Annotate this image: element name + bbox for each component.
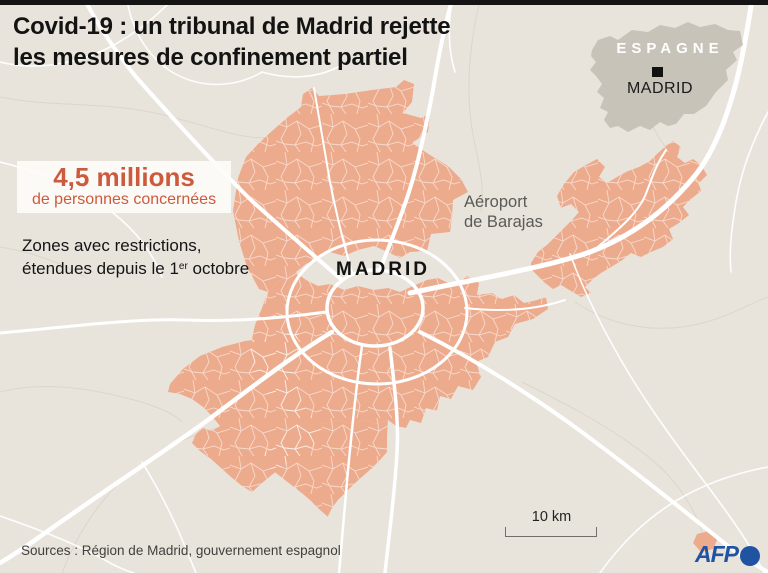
afp-logo-circle-icon xyxy=(740,545,760,566)
afp-logo-text: AFP xyxy=(695,541,739,567)
title-line-2: les mesures de confinement partiel xyxy=(13,44,408,71)
inset-city-label: MADRID xyxy=(626,80,694,97)
ordinal-superscript: er xyxy=(178,261,188,272)
stat-value: 4,5 millions xyxy=(53,162,195,192)
title-line-1: Covid-19 : un tribunal de Madrid rejette xyxy=(13,13,451,40)
map-city-label: MADRID xyxy=(336,259,430,280)
restrictions-note: Zones avec restrictions, étendues depuis… xyxy=(22,235,249,279)
stat-caption: de personnes concernées xyxy=(31,191,217,208)
inset-country-label: ESPAGNE xyxy=(616,40,724,57)
airport-label: Aéroport de Barajas xyxy=(464,193,543,231)
top-border-bar xyxy=(0,0,768,5)
page-title: Covid-19 : un tribunal de Madrid rejette… xyxy=(13,11,451,73)
scale-label: 10 km xyxy=(531,509,572,525)
sources-credit: Sources : Région de Madrid, gouvernement… xyxy=(21,543,341,558)
afp-logo: AFP xyxy=(695,541,760,568)
restrictions-note-line-2: étendues depuis le 1er octobre xyxy=(22,259,250,278)
restrictions-note-line-1: Zones avec restrictions, xyxy=(22,236,202,255)
scale-bar xyxy=(505,527,597,537)
spain-inset-silhouette xyxy=(590,22,743,132)
madrid-marker-square-icon xyxy=(652,67,663,77)
stat-box: 4,5 millions de personnes concernées xyxy=(17,161,231,213)
